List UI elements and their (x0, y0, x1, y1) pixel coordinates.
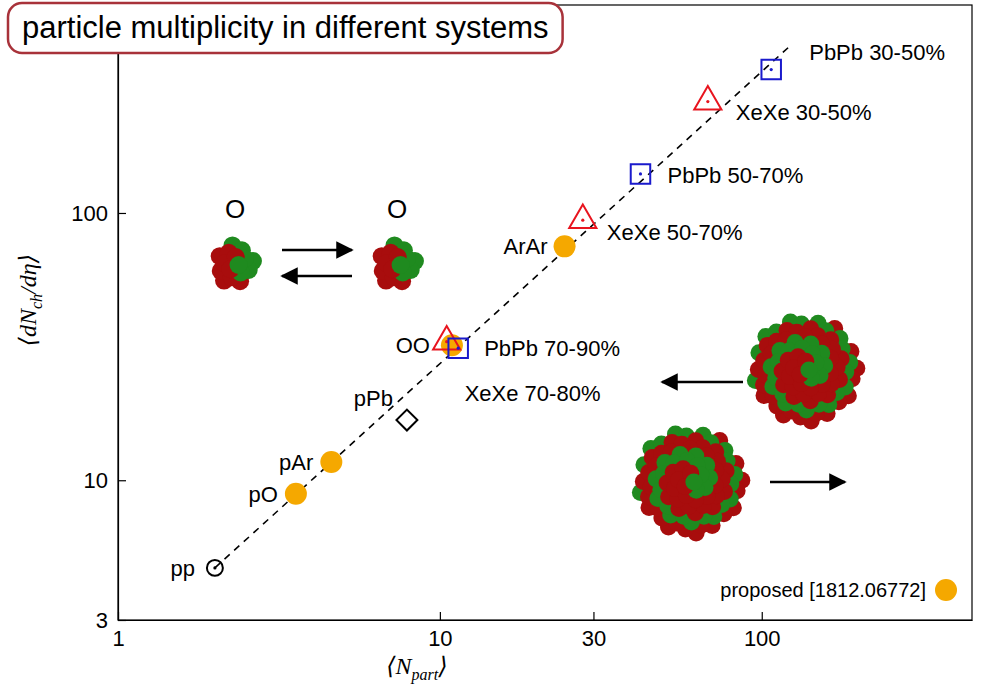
tick-label: 10 (84, 468, 108, 493)
marker-shape (569, 204, 596, 228)
point-label: PbPb 50-70% (667, 163, 803, 188)
arrow (770, 481, 845, 484)
point-label: pO (249, 482, 278, 507)
axis-line (119, 620, 973, 621)
ylabel-part: ⟨dN (15, 307, 41, 346)
point-label: pp (170, 556, 194, 581)
tick-mark (118, 213, 126, 214)
x-axis: 1 10 30 100 (112, 612, 972, 651)
tick: 100 (71, 201, 126, 226)
title-frame (8, 3, 563, 53)
nucleus (211, 236, 262, 290)
tick-mark (118, 480, 126, 481)
marker-shape (761, 60, 780, 79)
ylabel-part: ch (28, 294, 45, 309)
marker-dot (581, 219, 584, 222)
title-box: particle multiplicity in different syste… (8, 3, 563, 53)
nucleon (392, 256, 410, 274)
nucleon (800, 362, 817, 379)
point-label: XeXe 50-70% (607, 220, 743, 245)
nucleus (632, 426, 750, 542)
tick: 100 (744, 612, 781, 651)
marker-dot (639, 172, 642, 175)
legend-marker (935, 579, 957, 601)
xlabel-part: part (411, 666, 439, 684)
marker-dot (457, 347, 460, 350)
point (396, 410, 417, 431)
point-label: OO (396, 333, 430, 358)
point-label: XeXe 30-50% (736, 100, 872, 125)
annotation: O (387, 194, 407, 224)
tick-mark (593, 612, 594, 620)
marker-shape (694, 86, 721, 110)
tick-mark (762, 612, 763, 620)
marker-shape (207, 560, 223, 576)
point-label: pPb (354, 386, 393, 411)
point (694, 86, 721, 110)
illustrations (211, 236, 866, 541)
tick-mark (118, 620, 126, 621)
axis-line (118, 6, 119, 621)
xlabel-part: ⟨N (386, 653, 413, 679)
point (569, 204, 596, 228)
point-label: PbPb 70-90% (484, 336, 620, 361)
tick-label: 100 (744, 626, 781, 651)
ylabel-part: /dη⟩ (15, 254, 41, 296)
tick-label: 3 (96, 608, 108, 633)
marker-shape (448, 338, 467, 357)
point (761, 60, 780, 79)
point (320, 451, 342, 473)
point-label: pAr (279, 450, 313, 475)
point-labels: pOpArOOArArpppPbXeXe 70-80%XeXe 50-70%Xe… (170, 40, 945, 581)
tick-label: 30 (582, 626, 606, 651)
y-axis: 3 10 100 (71, 6, 126, 633)
ylabel: ⟨dNch/dη⟩ (15, 254, 45, 346)
point (554, 235, 576, 257)
point-label: ArAr (504, 234, 548, 259)
plot-frame (118, 5, 972, 620)
tick: 10 (84, 468, 126, 493)
point (207, 560, 223, 576)
annotation: O (225, 194, 245, 224)
tick-label: 1 (112, 626, 124, 651)
arrow (282, 275, 352, 278)
point (631, 164, 650, 183)
tick: 3 (96, 608, 126, 633)
marker-shape (554, 235, 576, 257)
marker-dot (213, 566, 216, 569)
point-label: PbPb 30-50% (809, 40, 945, 65)
tick-label: 10 (428, 626, 452, 651)
legend: proposed [1812.06772] (720, 579, 957, 601)
nucleon (230, 256, 248, 274)
legend-label: proposed [1812.06772] (720, 579, 926, 601)
marker-shape (396, 410, 417, 431)
arrow (282, 249, 352, 252)
point (448, 338, 467, 357)
nucleon (685, 474, 702, 491)
plot-area (207, 46, 790, 575)
xlabel-part: ⟩ (437, 653, 447, 679)
marker-shape (631, 164, 650, 183)
xlabel: ⟨Npart⟩ (386, 653, 447, 684)
marker-dot (770, 68, 773, 71)
title: particle multiplicity in different syste… (22, 10, 549, 45)
tick: 30 (582, 612, 606, 651)
nucleus (373, 236, 424, 290)
marker-shape (320, 451, 342, 473)
tick: 10 (428, 612, 452, 651)
marker-shape (285, 483, 307, 505)
chart: 11030100310100⟨Npart⟩⟨dNch/dη⟩OOpOpArOOA… (0, 0, 994, 684)
tick-mark (440, 612, 441, 620)
nucleus (747, 314, 865, 430)
trend-line (215, 46, 790, 567)
marker-dot (706, 100, 709, 103)
point (285, 483, 307, 505)
point-label: XeXe 70-80% (465, 381, 601, 406)
tick-label: 100 (71, 201, 108, 226)
arrow (662, 381, 743, 384)
